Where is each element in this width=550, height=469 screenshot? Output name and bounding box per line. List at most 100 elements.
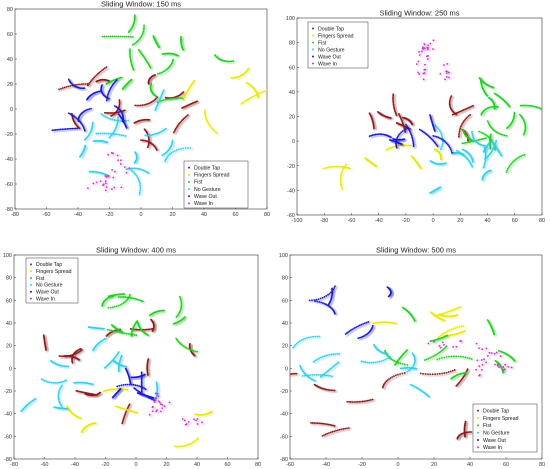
data-point <box>455 149 458 152</box>
data-point <box>160 95 162 98</box>
data-point <box>113 119 116 121</box>
y-tick-label: -80 <box>5 207 13 213</box>
data-point <box>92 349 94 352</box>
x-tick-label: 40 <box>201 212 207 218</box>
data-point <box>161 91 164 94</box>
data-point <box>90 107 92 110</box>
data-point <box>422 78 425 81</box>
data-point <box>466 141 469 144</box>
x-tick-label: -40 <box>375 218 383 224</box>
data-point <box>137 104 140 107</box>
data-point <box>164 127 167 130</box>
data-point <box>114 128 116 131</box>
data-point <box>187 443 190 446</box>
data-point <box>133 43 136 45</box>
y-tick-label: 80 <box>289 41 295 47</box>
data-point <box>502 134 504 136</box>
data-point <box>137 177 140 180</box>
data-point <box>111 188 113 190</box>
scatter-points <box>20 293 216 450</box>
data-point <box>147 172 150 175</box>
data-point <box>432 39 435 42</box>
data-point <box>448 76 450 79</box>
data-point <box>179 445 181 448</box>
data-point <box>503 134 506 137</box>
data-point <box>92 140 95 143</box>
data-point <box>105 66 108 69</box>
legend-entry: Double Tap <box>194 165 220 171</box>
data-point <box>61 406 64 408</box>
data-point <box>162 89 165 92</box>
x-tick-label: 80 <box>264 212 270 218</box>
x-tick-label: 60 <box>232 212 238 218</box>
data-point <box>448 145 450 148</box>
data-point <box>152 35 155 37</box>
data-point <box>388 147 391 150</box>
data-point <box>128 48 131 51</box>
chart-title: Sliding Window: 250 ms <box>379 9 459 18</box>
data-point <box>181 119 184 122</box>
data-point <box>223 59 226 62</box>
data-point <box>93 170 96 173</box>
data-point <box>177 97 180 100</box>
data-point <box>175 149 178 151</box>
data-point <box>115 124 118 127</box>
data-point <box>230 77 233 79</box>
data-point <box>418 73 421 75</box>
data-point <box>120 134 123 137</box>
data-point <box>135 41 138 43</box>
data-point <box>83 129 86 132</box>
data-point <box>115 35 118 38</box>
data-point <box>130 60 132 63</box>
data-point <box>256 93 259 96</box>
data-point <box>427 54 429 57</box>
data-point <box>440 158 442 161</box>
data-point <box>429 192 432 194</box>
data-point <box>144 134 147 137</box>
data-point <box>483 137 486 140</box>
data-point <box>496 105 499 108</box>
data-point <box>460 124 463 127</box>
data-point <box>79 121 82 124</box>
data-point <box>172 97 175 100</box>
data-point <box>88 170 91 173</box>
data-point <box>463 142 465 144</box>
data-point <box>95 181 98 184</box>
data-point <box>423 47 426 50</box>
data-point <box>115 126 118 129</box>
data-point <box>115 388 117 390</box>
legend-entry: Double Tap <box>318 26 344 32</box>
data-point <box>377 111 379 113</box>
data-point <box>112 131 115 134</box>
data-point <box>40 378 43 381</box>
data-point <box>423 63 426 66</box>
data-point <box>174 445 176 448</box>
data-point <box>82 125 85 128</box>
data-point <box>421 47 424 50</box>
data-point <box>125 168 128 171</box>
data-point <box>117 117 119 120</box>
data-point <box>60 87 62 90</box>
data-point <box>161 53 164 56</box>
data-point <box>101 132 104 135</box>
data-point <box>224 60 227 63</box>
data-point <box>137 49 140 51</box>
data-point <box>130 63 133 66</box>
y-tick-label: 20 <box>7 82 13 88</box>
data-point <box>437 136 440 139</box>
data-point <box>142 30 145 33</box>
data-point <box>129 56 132 59</box>
data-point <box>461 142 464 145</box>
data-point <box>139 189 142 192</box>
data-point <box>500 133 503 136</box>
data-point <box>264 90 266 92</box>
data-point <box>449 148 452 151</box>
x-tick-label: -20 <box>106 212 114 218</box>
legend-marker <box>312 41 314 44</box>
data-point <box>451 151 453 154</box>
data-point <box>143 169 146 172</box>
data-point <box>71 114 73 116</box>
data-point <box>71 127 74 130</box>
data-point <box>368 135 371 138</box>
